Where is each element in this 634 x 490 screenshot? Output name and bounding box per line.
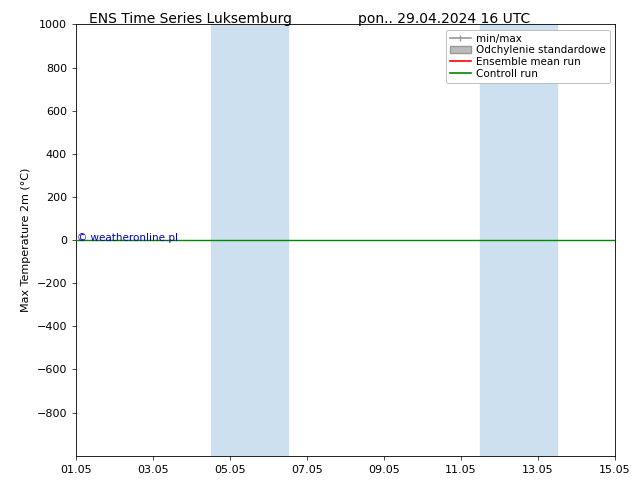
Bar (210, 24, 288, 456)
Text: pon.. 29.04.2024 16 UTC: pon.. 29.04.2024 16 UTC (358, 12, 530, 26)
Y-axis label: Max Temperature 2m (°C): Max Temperature 2m (°C) (21, 168, 31, 312)
Legend: min/max, Odchylenie standardowe, Ensemble mean run, Controll run: min/max, Odchylenie standardowe, Ensembl… (446, 30, 610, 83)
Bar (480, 24, 557, 456)
Text: © weatheronline.pl: © weatheronline.pl (77, 233, 178, 243)
Text: ENS Time Series Luksemburg: ENS Time Series Luksemburg (89, 12, 292, 26)
